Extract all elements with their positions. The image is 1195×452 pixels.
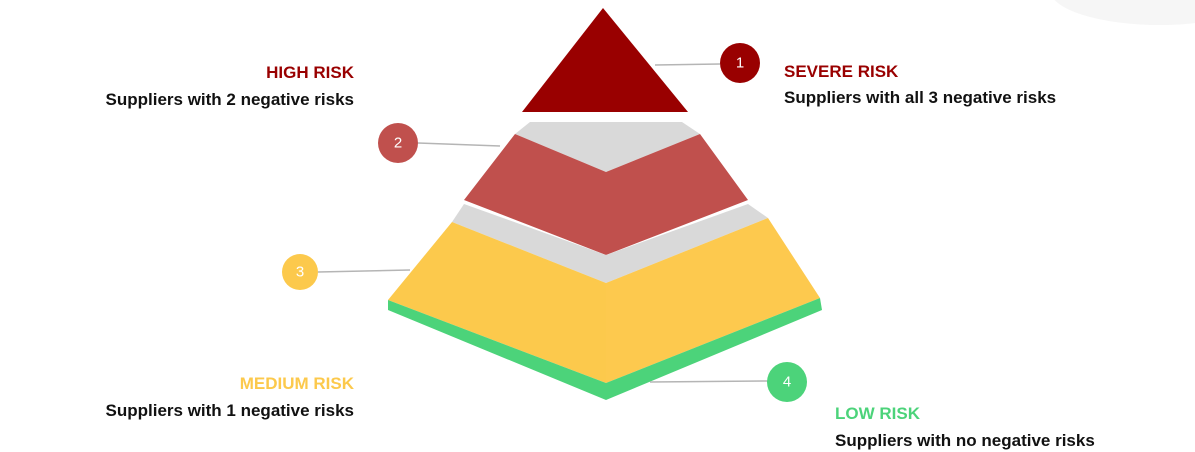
badge [767,362,807,402]
level-title: MEDIUM RISK [240,374,355,393]
connector [649,380,769,383]
level-2-shape [464,134,748,255]
decor [1054,0,1195,25]
level-3-shape [388,222,606,383]
badge-number: 1 [736,55,744,72]
badge-number: 2 [394,135,402,152]
badge [720,43,760,83]
level-description: Suppliers with all 3 negative risks [784,88,1056,107]
connector [317,269,411,273]
gap-band [515,122,700,172]
badge [378,123,418,163]
level-title: SEVERE RISK [784,62,899,81]
badge [282,254,318,290]
connector [417,142,501,147]
level-3-shape [606,218,820,383]
level-description: Suppliers with 1 negative risks [106,401,354,420]
level-description: Suppliers with 2 negative risks [106,90,354,109]
gap-band [452,204,768,283]
badge-number: 4 [783,374,791,391]
level-1-shape [522,8,688,112]
level-title: LOW RISK [835,404,921,423]
connector [654,63,721,66]
level-title: HIGH RISK [266,63,355,82]
level-description: Suppliers with no negative risks [835,431,1095,450]
badge-number: 3 [296,264,304,281]
